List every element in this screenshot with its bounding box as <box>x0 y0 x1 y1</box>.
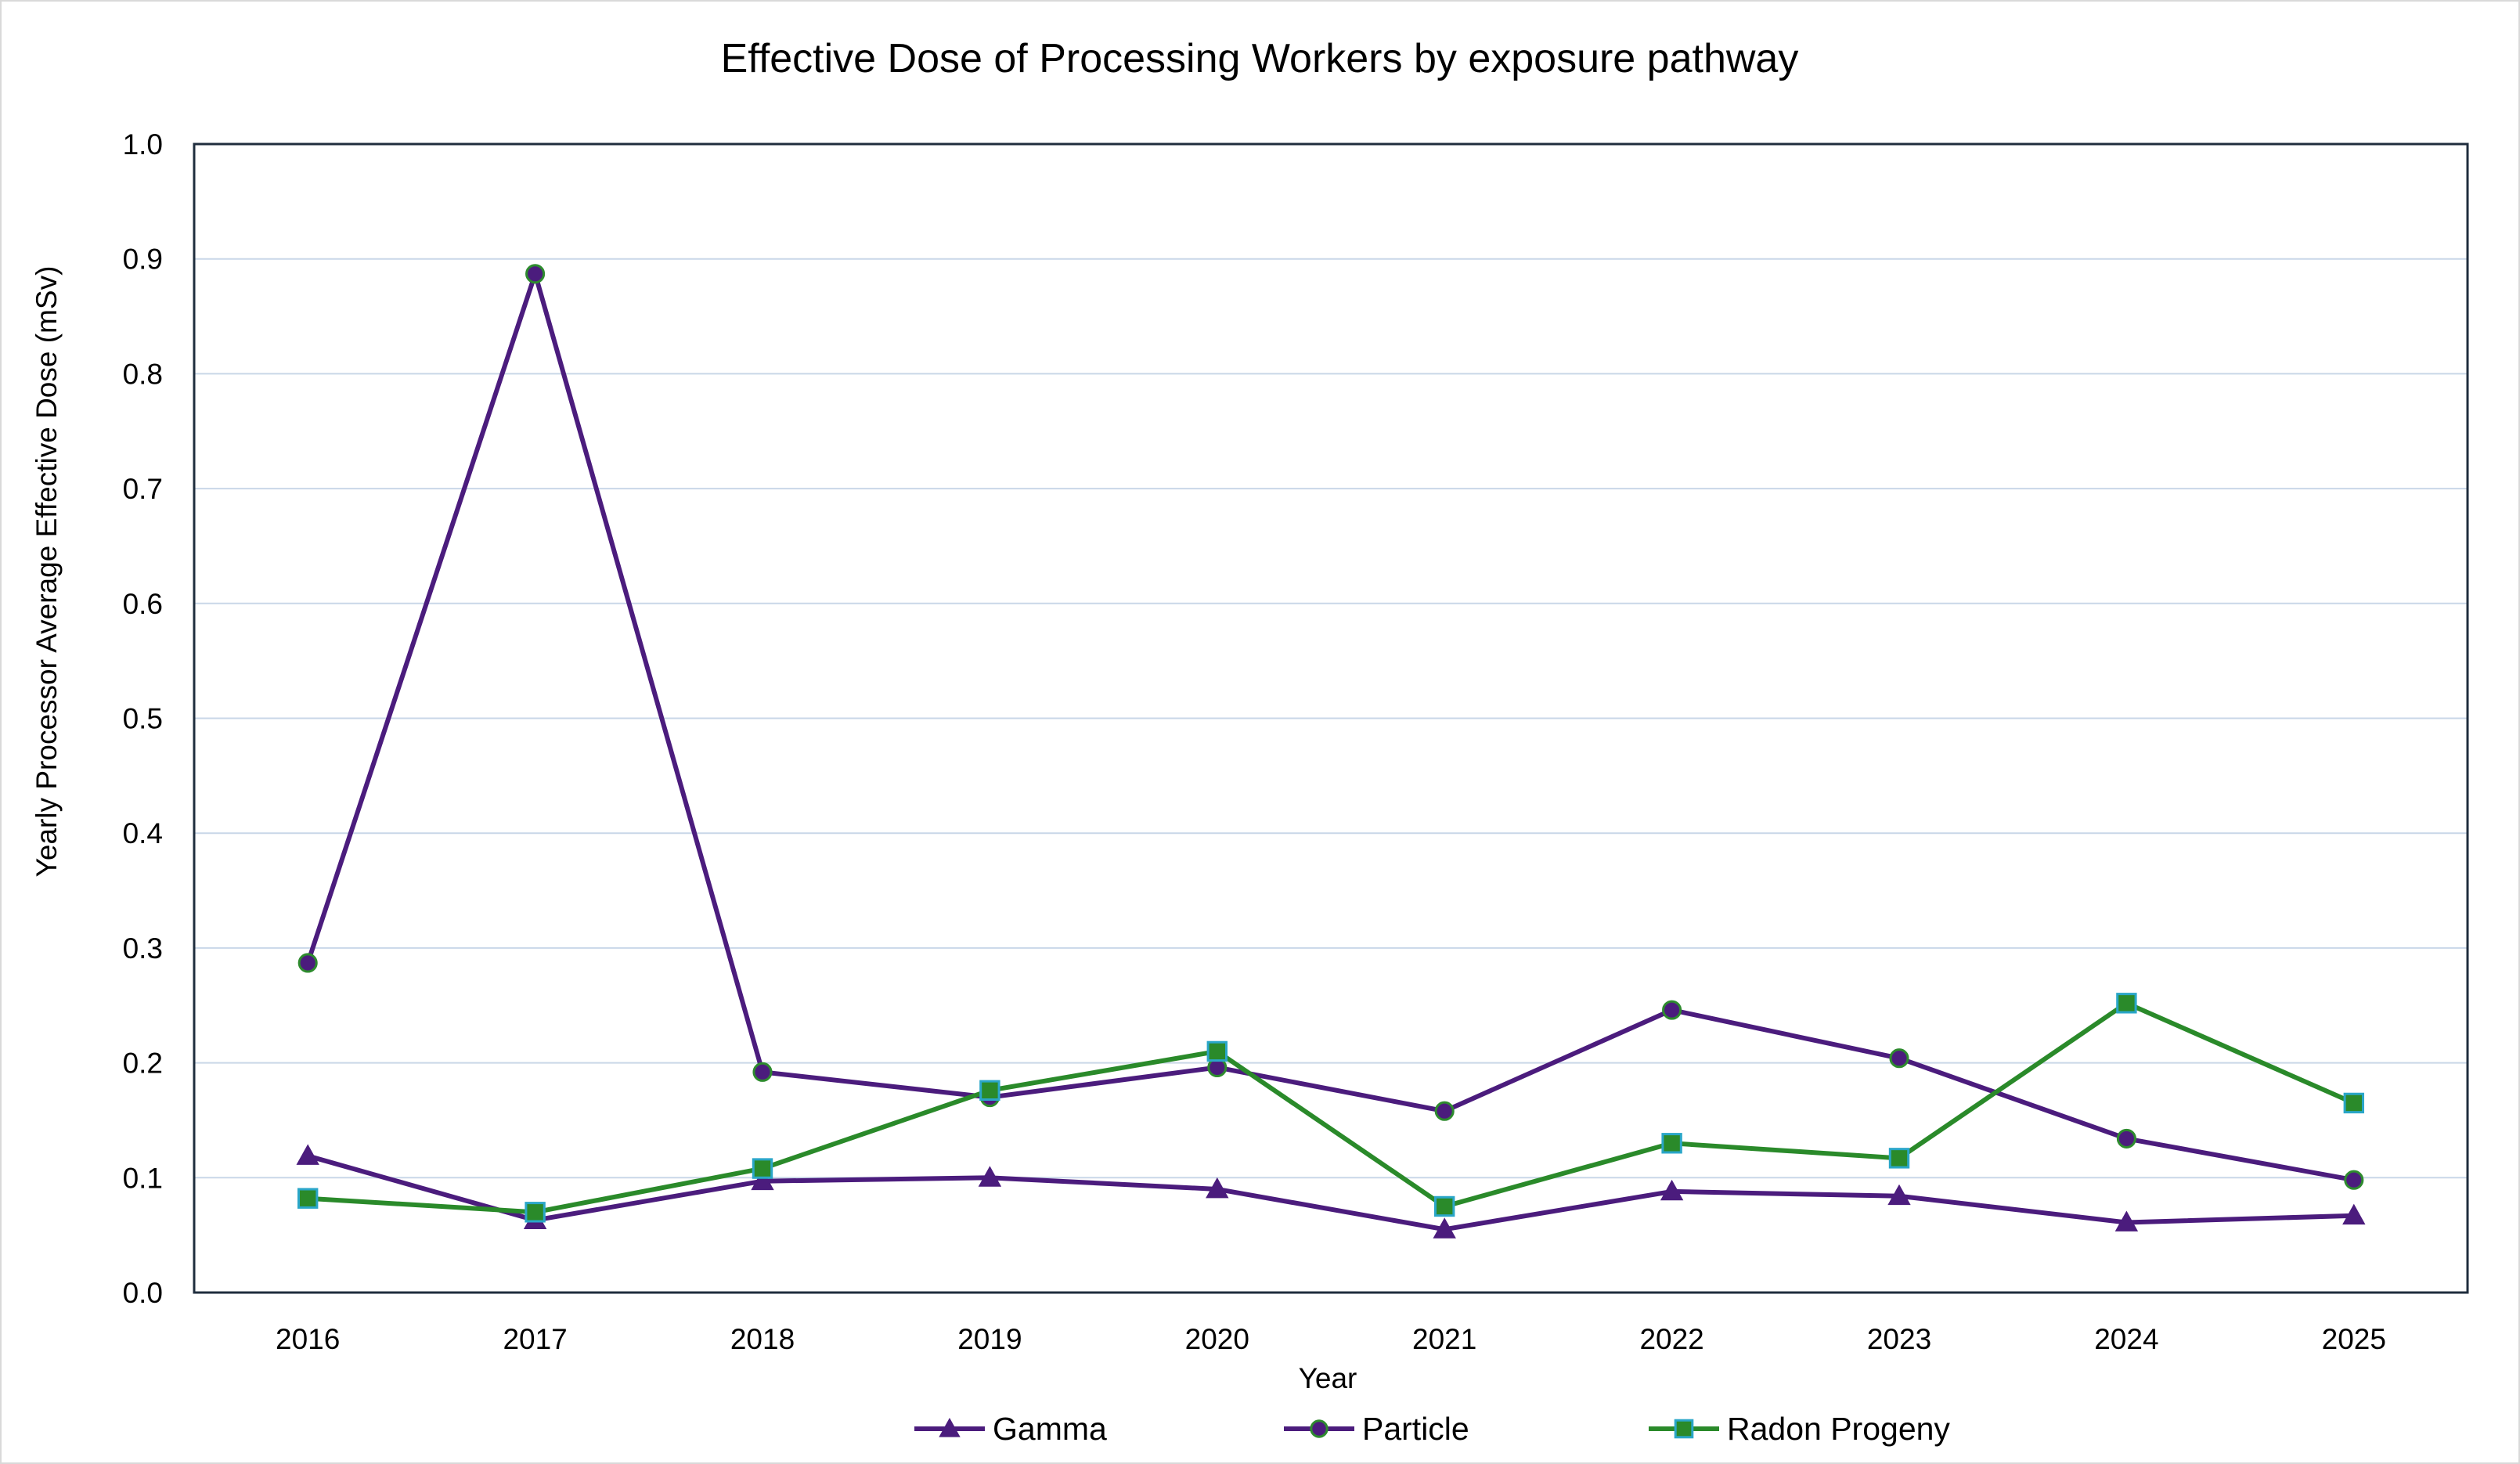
y-tick-label: 0.9 <box>123 243 163 276</box>
x-tick-label: 2020 <box>1185 1323 1249 1355</box>
data-point <box>525 264 546 284</box>
y-tick-label: 0.1 <box>123 1162 163 1194</box>
legend-item: Radon Progeny <box>1649 1411 1950 1447</box>
data-point <box>1887 1184 1911 1206</box>
y-tick-label: 0.8 <box>123 358 163 390</box>
x-tick-label: 2017 <box>503 1323 567 1355</box>
series-line <box>305 271 2355 1183</box>
data-point <box>1433 1217 1456 1239</box>
y-tick-label: 0.2 <box>123 1048 163 1080</box>
series-line <box>307 1153 2354 1232</box>
series-radon-progeny <box>297 993 2365 1223</box>
x-tick-label: 2022 <box>1639 1323 1703 1355</box>
data-point <box>2344 1170 2364 1190</box>
data-point <box>525 1202 546 1223</box>
y-axis-ticks: 0.0 0.1 0.2 0.3 0.4 0.5 0.6 0.7 0.8 0.9 1.0 <box>123 128 163 1309</box>
legend-marker <box>1674 1419 1694 1439</box>
chart-title: Effective Dose of Processing Workers by … <box>721 36 1799 81</box>
data-point <box>1660 1179 1684 1201</box>
legend-marker <box>939 1417 961 1437</box>
x-tick-label: 2021 <box>1412 1323 1476 1355</box>
legend-item: Particle <box>1284 1411 1469 1447</box>
legend-label: Radon Progeny <box>1727 1411 1950 1447</box>
data-point <box>978 1166 1002 1187</box>
data-point <box>296 1144 319 1165</box>
data-point <box>2114 1210 2139 1231</box>
data-point <box>1206 1040 1228 1062</box>
data-point <box>1888 1148 1910 1169</box>
data-point <box>2342 1203 2366 1225</box>
legend-marker <box>1310 1419 1328 1438</box>
data-point <box>297 1188 319 1209</box>
data-point <box>2116 993 2137 1014</box>
y-axis-label: Yearly Processor Average Effective Dose … <box>31 266 63 878</box>
data-point <box>752 1158 773 1179</box>
series-line <box>308 1001 2356 1215</box>
y-tick-label: 0.4 <box>123 817 163 849</box>
x-tick-label: 2018 <box>730 1323 795 1355</box>
x-tick-label: 2025 <box>2322 1323 2386 1355</box>
data-point <box>1434 1101 1455 1121</box>
y-tick-label: 0.5 <box>123 703 163 735</box>
data-point <box>297 953 318 973</box>
x-tick-label: 2019 <box>957 1323 1022 1355</box>
data-point <box>1661 1133 1682 1154</box>
data-point <box>2343 1092 2365 1114</box>
y-tick-label: 0.7 <box>123 473 163 505</box>
series-group <box>296 264 2366 1239</box>
data-point <box>2116 1128 2136 1148</box>
y-tick-label: 0.0 <box>123 1277 163 1309</box>
gridlines <box>194 258 2468 1179</box>
legend: Gamma Particle Radon Progeny <box>914 1411 1950 1447</box>
legend-label: Particle <box>1362 1411 1469 1447</box>
x-axis-label: Year <box>1299 1362 1357 1394</box>
legend-label: Gamma <box>993 1411 1107 1447</box>
series-particle <box>297 264 2364 1190</box>
data-point <box>1434 1195 1455 1217</box>
y-tick-label: 0.6 <box>123 588 163 620</box>
x-tick-label: 2024 <box>2094 1323 2158 1355</box>
data-point <box>752 1062 773 1082</box>
data-point <box>1662 1000 1682 1020</box>
y-tick-label: 1.0 <box>123 128 163 160</box>
data-point <box>1889 1048 1909 1069</box>
y-tick-label: 0.3 <box>123 932 163 965</box>
legend-item: Gamma <box>914 1411 1107 1447</box>
data-point <box>1206 1177 1229 1199</box>
x-tick-label: 2023 <box>1867 1323 1931 1355</box>
data-point <box>979 1080 1000 1102</box>
x-tick-label: 2016 <box>276 1323 340 1355</box>
plot-area-border <box>193 142 2469 1294</box>
data-point <box>751 1169 774 1191</box>
series-gamma <box>296 1144 2366 1239</box>
x-axis-ticks: 2016 2017 2018 2019 2020 2021 2022 2023 2024 2025 <box>276 1323 2386 1355</box>
